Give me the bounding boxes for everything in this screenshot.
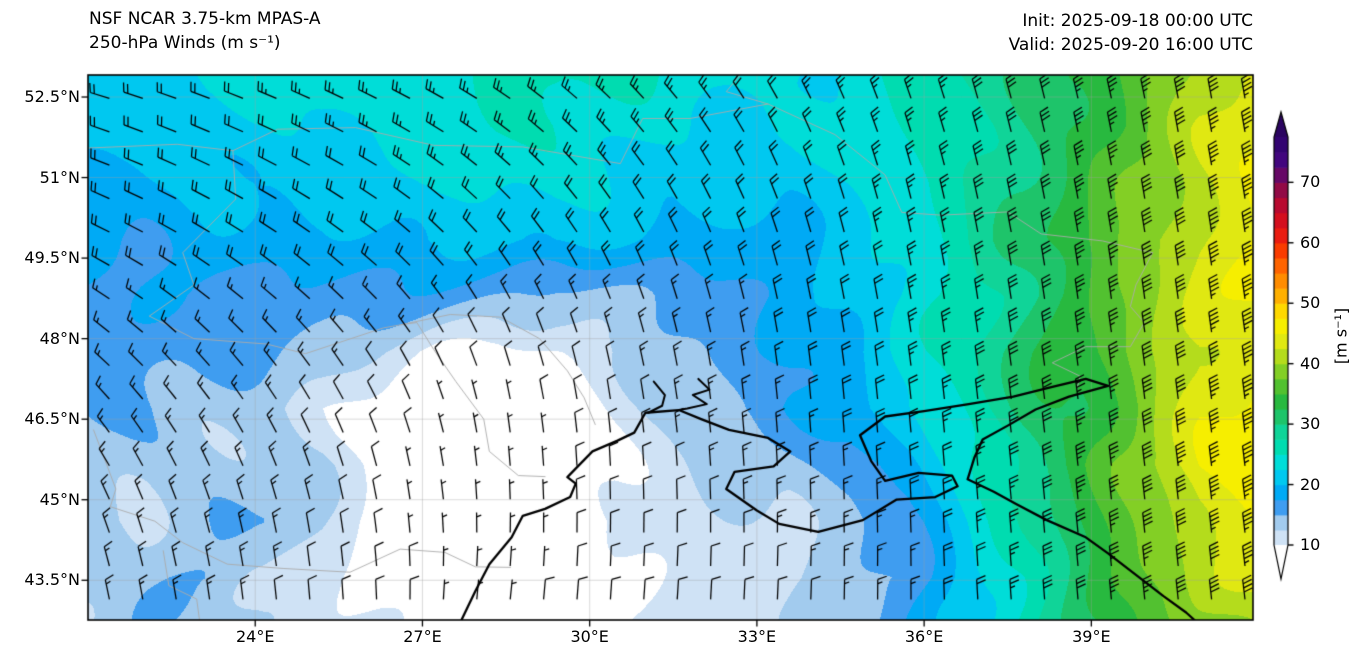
valid-time-label: Valid: 2025-09-20 16:00 UTC	[1008, 35, 1253, 55]
y-tick-label: 45°N	[39, 489, 80, 509]
colorbar-tick-label: 60	[1300, 232, 1321, 252]
y-tick-label: 52.5°N	[24, 87, 80, 106]
x-tick-label: 33°E	[737, 627, 777, 646]
colorbar-tick-label: 70	[1300, 172, 1321, 192]
colorbar-tick-label: 30	[1300, 414, 1321, 434]
run-time-block: Init: 2025-09-18 00:00 UTC Valid: 2025-0…	[1009, 9, 1253, 57]
plot-title: NSF NCAR 3.75-km MPAS-A	[89, 9, 321, 29]
colorbar-tick-label: 40	[1300, 353, 1321, 373]
colorbar-tick-label: 20	[1300, 474, 1321, 494]
y-tick-label: 48°N	[39, 328, 80, 348]
colorbar-tick-label: 10	[1300, 535, 1321, 554]
y-tick-label: 46.5°N	[24, 409, 80, 429]
colorbar-tick-label: 50	[1300, 293, 1321, 313]
x-tick-label: 27°E	[403, 627, 442, 646]
init-time-label: Init: 2025-09-18 00:00 UTC	[1022, 11, 1253, 31]
colorbar-unit-label: [m s⁻¹]	[1331, 307, 1351, 365]
plot-subtitle: 250-hPa Winds (m s⁻¹)	[89, 33, 281, 53]
y-tick-label: 49.5°N	[24, 248, 80, 268]
y-tick-label: 51°N	[39, 167, 80, 187]
x-tick-label: 36°E	[904, 627, 944, 646]
x-tick-label: 39°E	[1072, 627, 1111, 646]
x-tick-label: 24°E	[235, 627, 275, 646]
x-tick-label: 30°E	[570, 627, 609, 646]
y-tick-label: 43.5°N	[24, 570, 80, 590]
